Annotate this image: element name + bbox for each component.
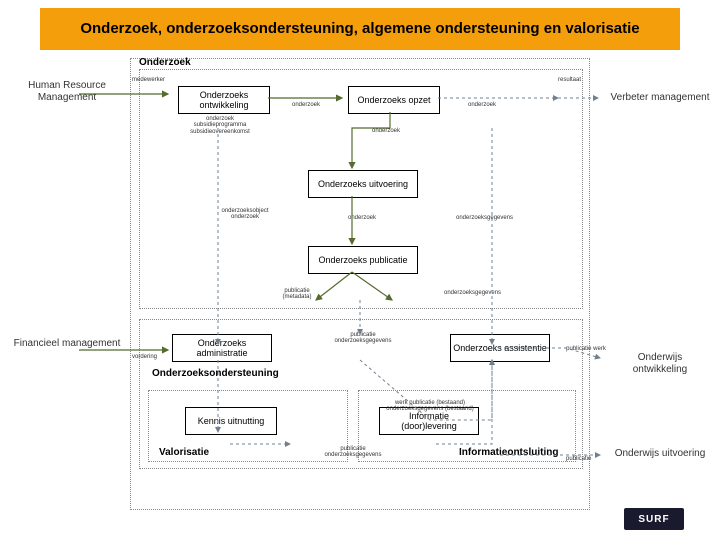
node-opzet: Onderzoeks opzet [348,86,440,114]
side-onderwijs-ontw: Onderwijs ontwikkeling [610,352,710,376]
title-bar: Onderzoek, onderzoeksondersteuning, alge… [40,8,680,50]
section-onderzoek: Onderzoek [139,57,191,68]
node-kennis: Kennis uitnutting [185,407,277,435]
side-financieel: Financieel management [12,338,122,350]
lbl-resultaat: resultaat [558,77,581,83]
lbl-pub-werk: publicatie werk [566,346,606,352]
lbl-pub-gegevens2: publicatie onderzoeksgegevens [318,446,388,459]
node-administratie: Onderzoeks administratie [172,334,272,362]
lbl-gegevens2: onderzoeksgegevens [444,290,501,296]
lbl-object: onderzoeksobject onderzoek [210,208,280,221]
lbl-onderzoek3: onderzoek [372,128,400,134]
lbl-medewerker: medewerker [132,77,165,83]
node-assistentie: Onderzoeks assistentie [450,334,550,362]
node-uitvoering: Onderzoeks uitvoering [308,170,418,198]
lbl-pub-gegevens: publicatie onderzoeksgegevens [328,332,398,345]
title-text: Onderzoek, onderzoeksondersteuning, alge… [80,20,639,38]
onderzoek-box: Onderzoeks ontwikkeling Onderzoeks opzet… [139,69,583,309]
side-hrm: Human Resource Management [12,80,122,104]
lbl-onderzoek4: onderzoek [348,215,376,221]
section-valorisatie: Valorisatie [159,447,209,458]
node-publicatie: Onderzoeks publicatie [308,246,418,274]
lbl-onderzoek1: onderzoek [292,102,320,108]
lbl-publicatie: publicatie [566,456,591,462]
lbl-metadata: publicatie (metadata) [272,288,322,301]
lbl-subsidie: onderzoek subsidieprogramma subsidieover… [180,116,260,135]
lbl-gegevens1: onderzoeksgegevens [456,215,513,221]
section-infoont: Informatieontsluiting [459,447,558,458]
section-ondersteuning: Onderzoeksondersteuning [152,368,279,379]
lbl-werk: werk publicatie (bestaand) onderzoeksgeg… [370,400,490,413]
node-ontwikkeling: Onderzoeks ontwikkeling [178,86,270,114]
lbl-onderzoek2: onderzoek [468,102,496,108]
lbl-vordering: vordering [132,354,157,360]
surf-logo: SURF [624,508,684,530]
side-verbeter: Verbeter management [610,92,710,104]
side-onderwijs-uitv: Onderwijs uitvoering [610,448,710,460]
